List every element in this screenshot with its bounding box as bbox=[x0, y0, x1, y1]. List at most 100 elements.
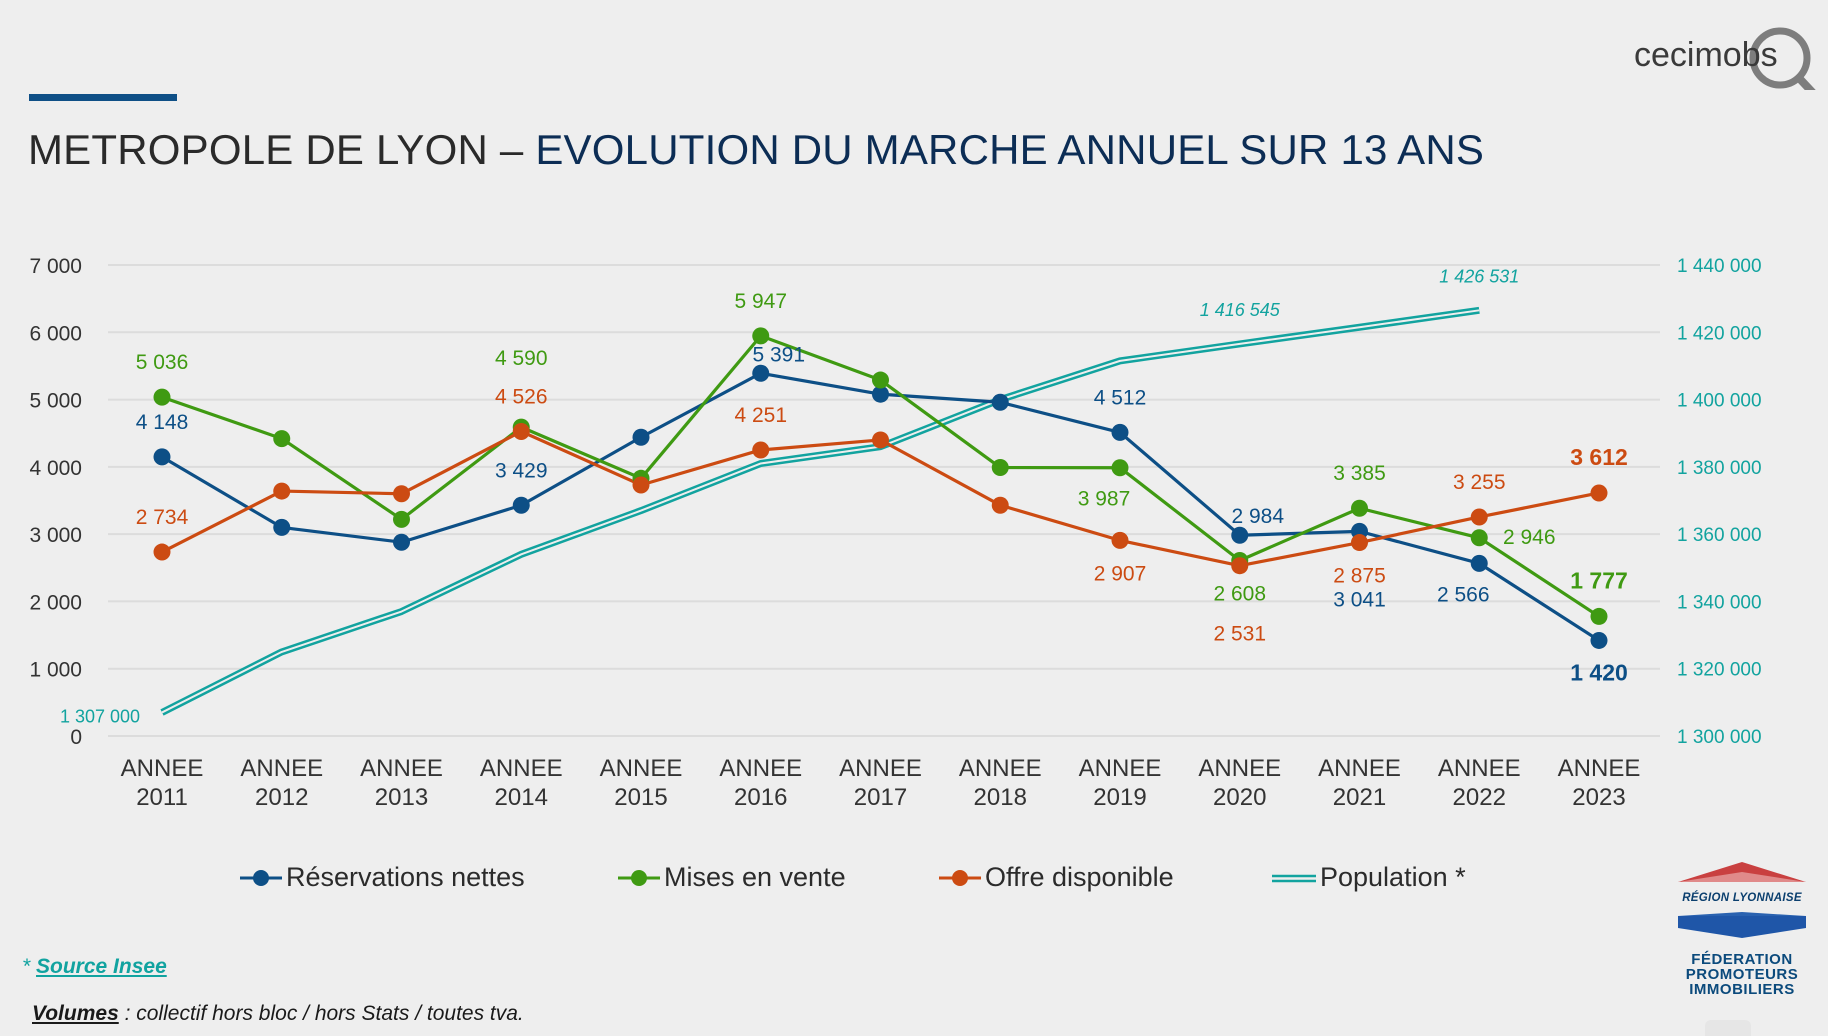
x-tick-label-line2: 2012 bbox=[255, 784, 308, 811]
series-line-population-inner bbox=[161, 309, 1480, 714]
y-right-tick-label: 1 340 000 bbox=[1677, 592, 1762, 613]
data-point-reservations bbox=[512, 496, 530, 514]
data-label-offre: 2 531 bbox=[1213, 623, 1266, 646]
data-label-reservations: 1 420 bbox=[1570, 659, 1628, 685]
y-right-tick-label: 1 420 000 bbox=[1677, 323, 1762, 344]
data-point-mises_en_vente bbox=[153, 388, 171, 406]
data-label-reservations: 2 566 bbox=[1437, 583, 1490, 606]
x-tick-label-line2: 2021 bbox=[1333, 784, 1386, 811]
x-tick-label-line2: 2011 bbox=[136, 784, 188, 811]
data-point-offre bbox=[393, 485, 410, 503]
y-left-tick-label: 5 000 bbox=[29, 390, 82, 413]
data-point-reservations bbox=[752, 364, 770, 382]
y-right-tick-label: 1 440 000 bbox=[1677, 256, 1762, 277]
fpi-line-3: IMMOBILIERS bbox=[1689, 981, 1795, 998]
data-label-mises_en_vente: 4 590 bbox=[495, 347, 548, 370]
y-right-tick-label: 1 360 000 bbox=[1677, 525, 1762, 546]
data-point-mises_en_vente bbox=[752, 327, 770, 345]
x-tick-label-line1: ANNEE bbox=[839, 755, 922, 782]
data-point-mises_en_vente bbox=[1590, 607, 1608, 625]
data-label-mises_en_vente: 5 036 bbox=[136, 351, 189, 374]
data-point-mises_en_vente bbox=[273, 430, 291, 448]
y-left-tick-label: 4 000 bbox=[29, 457, 82, 480]
data-point-reservations bbox=[273, 518, 291, 536]
fpi-line-2: PROMOTEURS bbox=[1685, 966, 1799, 983]
data-label-offre: 2 907 bbox=[1094, 562, 1147, 585]
x-tick-label-line2: 2016 bbox=[734, 784, 787, 811]
data-point-reservations bbox=[991, 393, 1009, 411]
data-point-offre bbox=[1590, 484, 1608, 502]
y-left-tick-label: 3 000 bbox=[29, 524, 82, 547]
x-tick-label-line1: ANNEE bbox=[1198, 755, 1281, 782]
data-label-population: 1 416 545 bbox=[1200, 300, 1281, 320]
corner-tab bbox=[1705, 1020, 1751, 1036]
data-label-offre: 3 612 bbox=[1570, 444, 1628, 470]
data-point-reservations bbox=[1590, 631, 1608, 649]
title-location: METROPOLE DE LYON – bbox=[28, 126, 536, 173]
data-label-offre: 2 875 bbox=[1333, 565, 1386, 588]
data-label-mises_en_vente: 3 987 bbox=[1078, 488, 1131, 511]
x-tick-label-line2: 2019 bbox=[1093, 784, 1146, 811]
y-right-tick-label: 1 380 000 bbox=[1677, 458, 1762, 479]
data-label-mises_en_vente: 5 947 bbox=[734, 290, 787, 313]
data-point-reservations bbox=[1470, 554, 1488, 572]
chart-legend: Réservations nettes Mises en vente Offre… bbox=[0, 862, 1828, 902]
volumes-label: Volumes bbox=[32, 1002, 119, 1025]
y-right-tick-label: 1 300 000 bbox=[1677, 727, 1762, 748]
x-tick-label-line1: ANNEE bbox=[121, 755, 204, 782]
x-tick-label-line1: ANNEE bbox=[600, 755, 683, 782]
data-label-offre: 4 251 bbox=[734, 404, 787, 427]
source-insee-link[interactable]: Source Insee bbox=[36, 955, 167, 978]
y-left-tick-label: 2 000 bbox=[29, 591, 82, 614]
legend-item-mises-en-vente[interactable]: Mises en vente bbox=[616, 862, 846, 893]
data-point-offre bbox=[1111, 531, 1129, 549]
page-title: METROPOLE DE LYON – EVOLUTION DU MARCHE … bbox=[28, 126, 1484, 174]
y-right-tick-label: 1 320 000 bbox=[1677, 660, 1762, 681]
legend-label-population: Population * bbox=[1320, 862, 1466, 892]
legend-label-reservations: Réservations nettes bbox=[286, 862, 525, 892]
fpi-line-1: FÉDERATION bbox=[1691, 951, 1793, 968]
legend-label-mises-en-vente: Mises en vente bbox=[664, 862, 846, 892]
legend-marker-offre bbox=[939, 869, 981, 886]
data-label-offre: 3 255 bbox=[1453, 471, 1506, 494]
data-point-mises_en_vente bbox=[1351, 499, 1368, 517]
x-tick-label-line2: 2017 bbox=[854, 784, 907, 811]
data-label-reservations: 5 391 bbox=[752, 343, 805, 366]
data-label-mises_en_vente: 1 777 bbox=[1570, 567, 1628, 593]
legend-item-offre[interactable]: Offre disponible bbox=[937, 862, 1174, 893]
fpi-logo: RÉGION LYONNAISE FÉDERATION PROMOTEURS I… bbox=[1672, 856, 1812, 1006]
source-asterisk: * bbox=[22, 955, 37, 978]
data-point-mises_en_vente bbox=[393, 510, 410, 528]
x-tick-label-line1: ANNEE bbox=[1318, 755, 1401, 782]
x-tick-label-line1: ANNEE bbox=[360, 755, 443, 782]
x-tick-label-line1: ANNEE bbox=[1438, 755, 1521, 782]
source-footnote: * Source Insee bbox=[22, 955, 167, 979]
x-tick-label-line2: 2013 bbox=[375, 784, 428, 811]
legend-item-reservations[interactable]: Réservations nettes bbox=[238, 862, 525, 893]
data-label-offre: 2 734 bbox=[136, 506, 189, 529]
legend-item-population[interactable]: Population * bbox=[1270, 862, 1466, 893]
y-left-tick-label: 1 000 bbox=[29, 659, 82, 682]
legend-marker-population bbox=[1272, 874, 1316, 882]
data-label-reservations: 2 984 bbox=[1231, 505, 1284, 528]
x-tick-label-line2: 2022 bbox=[1453, 784, 1506, 811]
volumes-text: : collectif hors bloc / hors Stats / tou… bbox=[118, 1002, 524, 1025]
data-point-reservations bbox=[1111, 423, 1129, 441]
data-label-reservations: 4 148 bbox=[136, 411, 189, 434]
y-left-tick-label: 0 bbox=[70, 726, 82, 749]
data-label-offre: 4 526 bbox=[495, 385, 548, 408]
x-tick-label-line2: 2020 bbox=[1213, 784, 1266, 811]
data-point-offre bbox=[1351, 534, 1368, 552]
data-point-mises_en_vente bbox=[991, 459, 1009, 477]
data-point-offre bbox=[872, 431, 889, 449]
data-point-offre bbox=[632, 476, 650, 494]
line-chart: 0 1 000 2 000 3 000 4 000 5 000 6 000 7 000 1 30… bbox=[29, 255, 1762, 811]
fpi-house-icon bbox=[1678, 862, 1806, 938]
data-label-mises_en_vente: 2 946 bbox=[1503, 526, 1556, 549]
data-point-reservations bbox=[393, 533, 410, 551]
data-label-reservations: 3 429 bbox=[495, 459, 548, 482]
x-tick-label-line1: ANNEE bbox=[1558, 755, 1641, 782]
magnifier-icon bbox=[1749, 27, 1811, 89]
data-label-mises_en_vente: 3 385 bbox=[1333, 462, 1386, 485]
data-point-offre bbox=[273, 482, 291, 500]
